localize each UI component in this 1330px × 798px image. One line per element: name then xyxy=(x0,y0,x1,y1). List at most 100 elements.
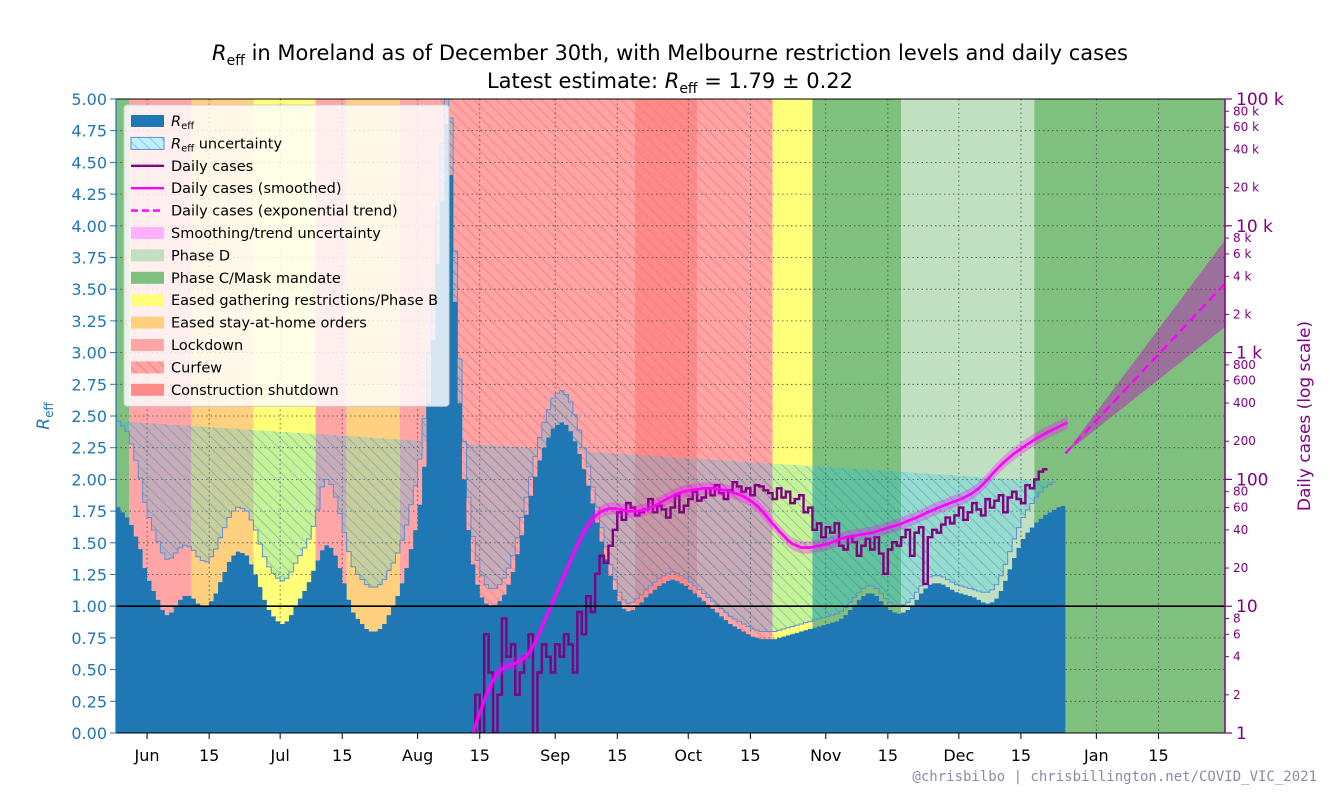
y-left-tick-label: 0.00 xyxy=(71,724,107,743)
y-left-tick-label: 4.00 xyxy=(71,217,107,236)
y-left-tick-label: 1.75 xyxy=(71,502,107,521)
y-right-minor-label: 20 k xyxy=(1233,181,1259,195)
legend-label: Lockdown xyxy=(171,338,243,354)
y-right-major-label: 1 xyxy=(1236,724,1247,744)
legend-item-phaseC: Phase C/Mask mandate xyxy=(131,271,341,287)
legend: Reff Reff uncertainty Daily cases Daily cas… xyxy=(123,104,450,407)
x-tick-label: Oct xyxy=(674,746,702,765)
legend-item-construction: Construction shutdown xyxy=(131,383,339,399)
legend-item-smooth: Daily cases (smoothed) xyxy=(131,181,342,197)
x-tick-label: 15 xyxy=(332,746,352,765)
legend-item-lockdown: Lockdown xyxy=(131,338,243,354)
y-axis-right-label: Daily cases (log scale) xyxy=(1295,321,1315,511)
legend-item-curfew: Curfew xyxy=(131,360,222,376)
y-right-minor-label: 800 xyxy=(1233,358,1256,372)
x-tick-label: 15 xyxy=(1011,746,1031,765)
legend-label: Eased stay-at-home orders xyxy=(171,316,367,332)
y-left-tick-label: 2.00 xyxy=(71,470,107,489)
y-left-tick-label: 3.50 xyxy=(71,280,107,299)
y-left-tick-label: 1.00 xyxy=(71,597,107,616)
x-tick-label: 15 xyxy=(199,746,219,765)
y-right-major-label: 1 k xyxy=(1236,344,1262,364)
y-right-minor-label: 60 xyxy=(1233,501,1248,515)
x-tick-label: 15 xyxy=(1148,746,1168,765)
legend-label: Daily cases xyxy=(171,159,253,175)
y-right-minor-label: 6 xyxy=(1233,627,1241,641)
y-right-minor-label: 4 xyxy=(1233,650,1241,664)
legend-swatch xyxy=(131,271,164,284)
y-right-major-label: 10 k xyxy=(1236,217,1273,237)
y-right-major-label: 100 xyxy=(1236,470,1268,490)
legend-swatch xyxy=(131,227,164,239)
legend-label: Reff xyxy=(171,114,195,132)
y-right-minor-label: 4 k xyxy=(1233,269,1251,283)
y-right-minor-label: 8 k xyxy=(1233,231,1251,245)
x-tick-label: 15 xyxy=(607,746,627,765)
legend-label: Construction shutdown xyxy=(171,383,339,399)
legend-item-trend_unc: Smoothing/trend uncertainty xyxy=(131,226,381,242)
legend-item-reff_unc: Reff uncertainty xyxy=(130,136,282,154)
legend-item-trend: Daily cases (exponential trend) xyxy=(131,204,398,220)
x-tick-label: Aug xyxy=(402,746,433,765)
trend-uncertainty-band xyxy=(1065,240,1225,454)
legend-box xyxy=(123,104,450,407)
y-right-minor-label: 200 xyxy=(1233,434,1256,448)
legend-label: Eased gathering restrictions/Phase B xyxy=(171,293,438,309)
smoothed-cases-line xyxy=(471,421,1069,733)
legend-swatch xyxy=(131,249,164,262)
x-axis-ticks: Jun 15 Jul 15 Aug 15 Sep 15 Oct 15 Nov 15 Dec 15 Jan 15 xyxy=(134,733,1169,765)
y-left-tick-label: 3.75 xyxy=(71,249,107,268)
x-tick-label: Dec xyxy=(943,746,974,765)
chart-title-line2: Latest estimate: Reff = 1.79 ± 0.22 xyxy=(487,69,853,97)
y-left-tick-label: 2.75 xyxy=(71,375,107,394)
x-tick-label: Nov xyxy=(810,746,841,765)
daily-cases-line xyxy=(469,468,1048,733)
y-right-minor-label: 40 k xyxy=(1233,142,1259,156)
y-left-tick-label: 5.00 xyxy=(71,90,107,109)
y-left-tick-label: 4.25 xyxy=(71,185,107,204)
legend-item-reff: Reff xyxy=(131,114,195,132)
y-right-minor-label: 600 xyxy=(1233,374,1256,388)
y-axis-left-ticks: 0.00 0.25 0.50 0.75 1.00 1.25 1.50 1.75 2.00 2.25… xyxy=(71,90,116,743)
legend-swatch xyxy=(131,115,164,127)
y-left-tick-label: 3.00 xyxy=(71,344,107,363)
legend-label: Phase D xyxy=(171,248,230,264)
x-tick-label: 15 xyxy=(740,746,760,765)
x-tick-label: Sep xyxy=(540,746,570,765)
trend-uncertainty-shade xyxy=(1065,240,1225,454)
legend-swatch xyxy=(131,294,164,307)
legend-label: Curfew xyxy=(171,360,222,376)
y-left-tick-label: 1.50 xyxy=(71,534,107,553)
y-axis-right-ticks: 1 10 100 1 k 10 k 100 k 2 4 6 8 20 40 60 80 200 400 600 8… xyxy=(1225,90,1284,744)
y-right-minor-label: 6 k xyxy=(1233,247,1251,261)
y-left-tick-label: 0.25 xyxy=(71,692,107,711)
trend-line xyxy=(1064,282,1225,455)
legend-label: Phase C/Mask mandate xyxy=(171,271,341,287)
legend-label: Daily cases (exponential trend) xyxy=(171,204,398,220)
y-right-minor-label: 60 k xyxy=(1233,120,1259,134)
y-left-tick-label: 3.25 xyxy=(71,312,107,331)
y-right-minor-label: 400 xyxy=(1233,396,1256,410)
y-right-minor-label: 80 xyxy=(1233,485,1248,499)
y-right-major-label: 10 xyxy=(1236,597,1258,617)
x-tick-label: 15 xyxy=(470,746,490,765)
y-left-tick-label: 2.25 xyxy=(71,439,107,458)
y-right-minor-label: 2 k xyxy=(1233,307,1251,321)
legend-label: Reff uncertainty xyxy=(171,136,282,154)
y-right-minor-label: 2 xyxy=(1233,688,1241,702)
y-left-tick-label: 4.75 xyxy=(71,122,107,141)
legend-item-eased_gather: Eased gathering restrictions/Phase B xyxy=(131,293,438,309)
y-axis-left-label: Reff xyxy=(34,402,56,430)
legend-item-phaseD: Phase D xyxy=(131,248,230,264)
y-left-tick-label: 0.75 xyxy=(71,629,107,648)
y-left-tick-label: 2.50 xyxy=(71,407,107,426)
cases-layer xyxy=(469,240,1225,733)
legend-label: Smoothing/trend uncertainty xyxy=(171,226,381,242)
legend-item-daily: Daily cases xyxy=(131,159,253,175)
x-tick-label: Jul xyxy=(269,746,289,765)
y-right-major-label: 100 k xyxy=(1236,90,1284,110)
y-right-minor-label: 80 k xyxy=(1233,104,1259,118)
x-tick-label: 15 xyxy=(878,746,898,765)
y-right-minor-label: 40 xyxy=(1233,523,1248,537)
